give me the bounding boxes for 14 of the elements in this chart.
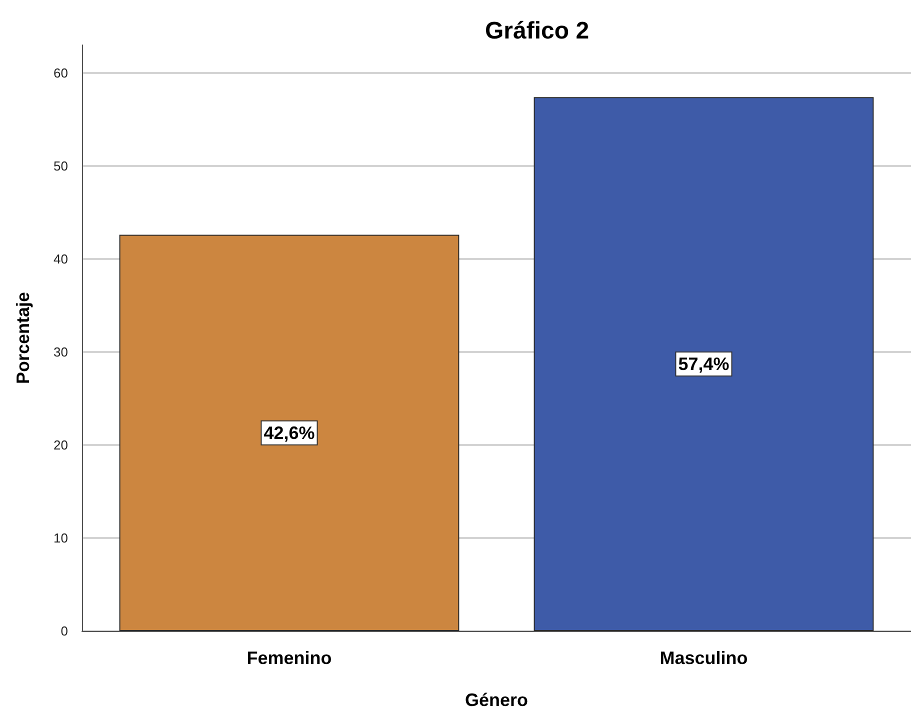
y-axis-title: Porcentaje <box>13 292 33 384</box>
y-tick-label: 20 <box>54 437 68 452</box>
y-tick-label: 60 <box>54 65 68 80</box>
y-tick-label: 30 <box>54 344 68 360</box>
x-tick-label: Masculino <box>660 648 748 668</box>
y-tick-label: 50 <box>54 158 68 174</box>
y-tick-label: 40 <box>54 251 68 266</box>
x-tick-label: Femenino <box>246 648 332 668</box>
chart-title: Gráfico 2 <box>485 18 590 44</box>
data-label: 42,6% <box>264 422 315 443</box>
data-label: 57,4% <box>678 354 730 374</box>
y-tick-label: 10 <box>54 530 68 546</box>
x-axis-title: Género <box>464 690 528 710</box>
y-tick-label: 0 <box>60 624 68 638</box>
